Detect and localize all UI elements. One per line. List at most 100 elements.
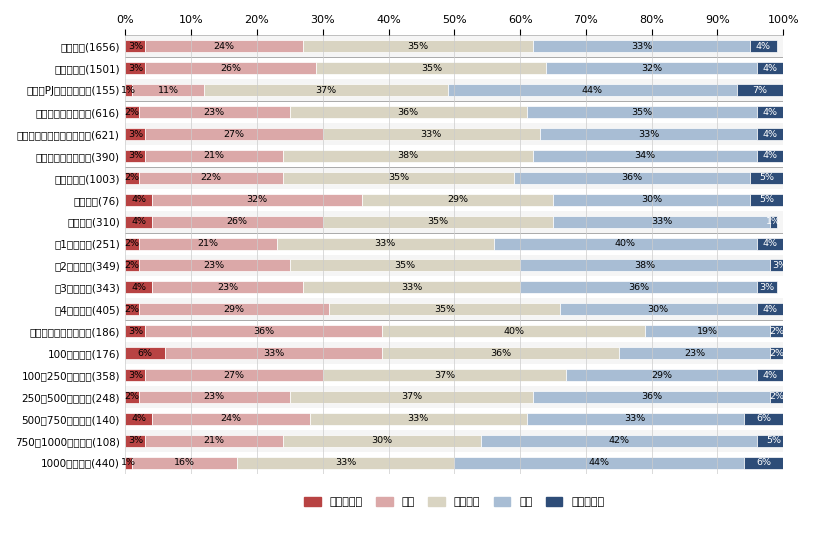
Text: 35%: 35% — [421, 64, 442, 73]
Bar — [553, 216, 770, 228]
Text: 1%: 1% — [766, 217, 781, 226]
Text: 3%: 3% — [128, 151, 143, 161]
Bar — [132, 84, 204, 96]
Text: 5%: 5% — [766, 436, 781, 445]
Text: 37%: 37% — [434, 371, 455, 379]
Text: 2%: 2% — [125, 392, 139, 402]
Bar — [770, 347, 783, 359]
Bar — [125, 435, 145, 447]
Bar — [125, 189, 783, 211]
Text: 5%: 5% — [759, 195, 774, 204]
Bar — [125, 320, 783, 342]
Bar — [757, 281, 777, 294]
Text: 36%: 36% — [628, 283, 649, 292]
Bar — [323, 369, 566, 381]
Text: 4%: 4% — [763, 107, 777, 116]
Text: 21%: 21% — [204, 151, 225, 161]
Bar — [125, 391, 138, 403]
Bar — [138, 259, 290, 271]
Bar — [757, 435, 790, 447]
Bar — [125, 364, 783, 386]
Text: 37%: 37% — [316, 86, 337, 95]
Bar — [125, 408, 783, 430]
Bar — [125, 211, 783, 233]
Text: 2%: 2% — [125, 305, 139, 314]
Bar — [533, 150, 757, 162]
Bar — [125, 281, 151, 294]
Bar — [527, 106, 757, 118]
Text: 40%: 40% — [503, 327, 524, 336]
Bar — [151, 413, 309, 425]
Text: 3%: 3% — [128, 436, 143, 445]
Bar — [145, 150, 283, 162]
Text: 11%: 11% — [158, 86, 179, 95]
Text: 29%: 29% — [447, 195, 468, 204]
Text: 35%: 35% — [387, 173, 409, 182]
Text: 4%: 4% — [763, 305, 777, 314]
Bar — [125, 101, 783, 123]
Text: 2%: 2% — [125, 107, 139, 116]
Bar — [283, 150, 533, 162]
Bar — [125, 342, 783, 364]
Bar — [151, 281, 303, 294]
Text: 2%: 2% — [769, 348, 784, 358]
Text: 38%: 38% — [398, 151, 419, 161]
Bar — [125, 35, 783, 57]
Bar — [645, 325, 770, 337]
Text: 4%: 4% — [763, 130, 777, 138]
Text: 7%: 7% — [753, 86, 768, 95]
Text: 37%: 37% — [401, 392, 422, 402]
Text: 21%: 21% — [197, 239, 218, 248]
Text: 4%: 4% — [756, 42, 771, 51]
Bar — [125, 299, 783, 320]
Bar — [125, 303, 138, 315]
Bar — [770, 259, 790, 271]
Text: 16%: 16% — [174, 458, 195, 467]
Text: 27%: 27% — [224, 371, 244, 379]
Text: 2%: 2% — [769, 327, 784, 336]
Bar — [125, 40, 145, 53]
Text: 24%: 24% — [220, 414, 241, 423]
Bar — [480, 435, 757, 447]
Bar — [125, 430, 783, 452]
Text: 36%: 36% — [490, 348, 511, 358]
Text: 3%: 3% — [759, 283, 774, 292]
Bar — [125, 150, 145, 162]
Bar — [520, 259, 770, 271]
Text: 40%: 40% — [615, 239, 636, 248]
Text: 34%: 34% — [634, 151, 655, 161]
Bar — [303, 281, 520, 294]
Bar — [138, 391, 290, 403]
Text: 3%: 3% — [772, 261, 787, 270]
Bar — [362, 194, 553, 206]
Text: 29%: 29% — [651, 371, 672, 379]
Bar — [744, 413, 783, 425]
Bar — [145, 325, 382, 337]
Bar — [533, 391, 770, 403]
Text: 23%: 23% — [204, 261, 225, 270]
Bar — [757, 369, 783, 381]
Bar — [566, 369, 757, 381]
Text: 6%: 6% — [756, 414, 771, 423]
Bar — [277, 238, 494, 250]
Text: 35%: 35% — [631, 107, 652, 116]
Bar — [520, 281, 757, 294]
Bar — [316, 62, 546, 74]
Bar — [737, 84, 783, 96]
Bar — [125, 79, 783, 101]
Bar — [751, 194, 783, 206]
Text: 35%: 35% — [434, 305, 455, 314]
Text: 33%: 33% — [637, 130, 659, 138]
Text: 21%: 21% — [204, 436, 225, 445]
Text: 26%: 26% — [220, 64, 241, 73]
Bar — [757, 303, 783, 315]
Bar — [619, 347, 770, 359]
Bar — [125, 369, 145, 381]
Text: 3%: 3% — [128, 130, 143, 138]
Bar — [454, 456, 744, 469]
Bar — [757, 62, 783, 74]
Text: 35%: 35% — [427, 217, 449, 226]
Text: 6%: 6% — [756, 458, 771, 467]
Text: 5%: 5% — [759, 173, 774, 182]
Bar — [553, 194, 751, 206]
